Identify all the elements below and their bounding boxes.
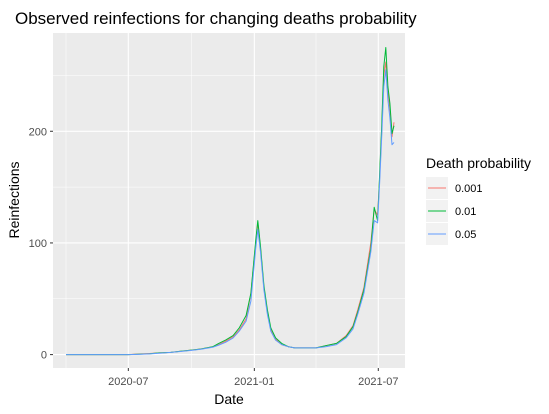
y-axis: 0 100 200 (29, 126, 53, 362)
chart-title: Observed reinfections for changing death… (15, 9, 417, 28)
legend-label: 0.05 (455, 229, 476, 241)
series-lines (66, 47, 395, 356)
plot-panel (53, 33, 405, 368)
x-axis-title: Date (214, 391, 244, 407)
x-tick-label: 2021-01 (234, 376, 274, 388)
x-tick-label: 2021-07 (358, 376, 398, 388)
legend-title: Death probability (426, 155, 531, 171)
legend-items: 0.001 0.01 0.05 (426, 177, 483, 245)
legend-label: 0.001 (455, 183, 483, 195)
series-line-0.05 (66, 69, 395, 356)
x-axis: 2020-07 2021-01 2021-07 (108, 368, 398, 388)
y-tick-label: 100 (29, 238, 47, 250)
grid-minor (53, 33, 405, 368)
y-tick-label: 0 (41, 350, 47, 362)
y-axis-title: Reinfections (6, 161, 22, 238)
x-tick-label: 2020-07 (108, 376, 148, 388)
legend: Death probability 0.001 0.01 0.05 (426, 155, 531, 245)
legend-label: 0.01 (455, 206, 476, 218)
y-tick-label: 200 (29, 126, 47, 138)
